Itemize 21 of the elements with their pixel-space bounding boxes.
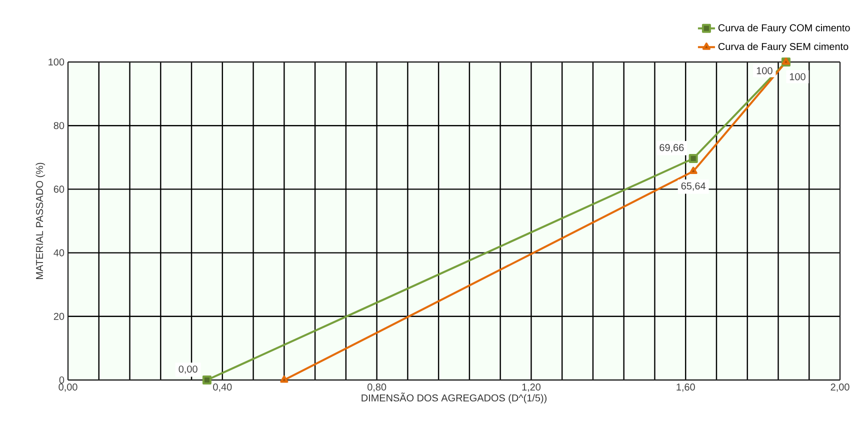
y-axis-title: MATERIAL PASSADO (%) <box>36 162 46 279</box>
x-tick-label: 1,60 <box>676 384 695 392</box>
y-tick-label: 60 <box>54 186 64 193</box>
x-axis-title: DIMENSÃO DOS AGREGADOS (D^(1/5)) <box>362 392 547 404</box>
data-label: 69,66 <box>660 144 684 152</box>
legend-label: Curva de Faury SEM cimento <box>718 42 848 52</box>
y-tick-label: 100 <box>48 58 64 66</box>
x-tick-label: 0,00 <box>58 384 78 392</box>
y-tick-label: 80 <box>54 122 64 130</box>
x-tick-label: 1,20 <box>522 384 541 392</box>
data-label: 100 <box>790 73 806 80</box>
x-tick-label: 0,80 <box>368 384 386 392</box>
data-label: 0,00 <box>178 366 198 374</box>
y-tick-label: 40 <box>54 249 64 256</box>
legend-label: Curva de Faury COM cimento <box>718 24 850 34</box>
data-label: 65,64 <box>681 182 706 191</box>
data-label: 100 <box>756 67 772 74</box>
y-tick-label: 0 <box>59 376 64 384</box>
x-tick-label: 2,00 <box>830 384 850 392</box>
y-tick-label: 20 <box>54 312 64 320</box>
x-tick-label: 0,40 <box>213 384 232 392</box>
